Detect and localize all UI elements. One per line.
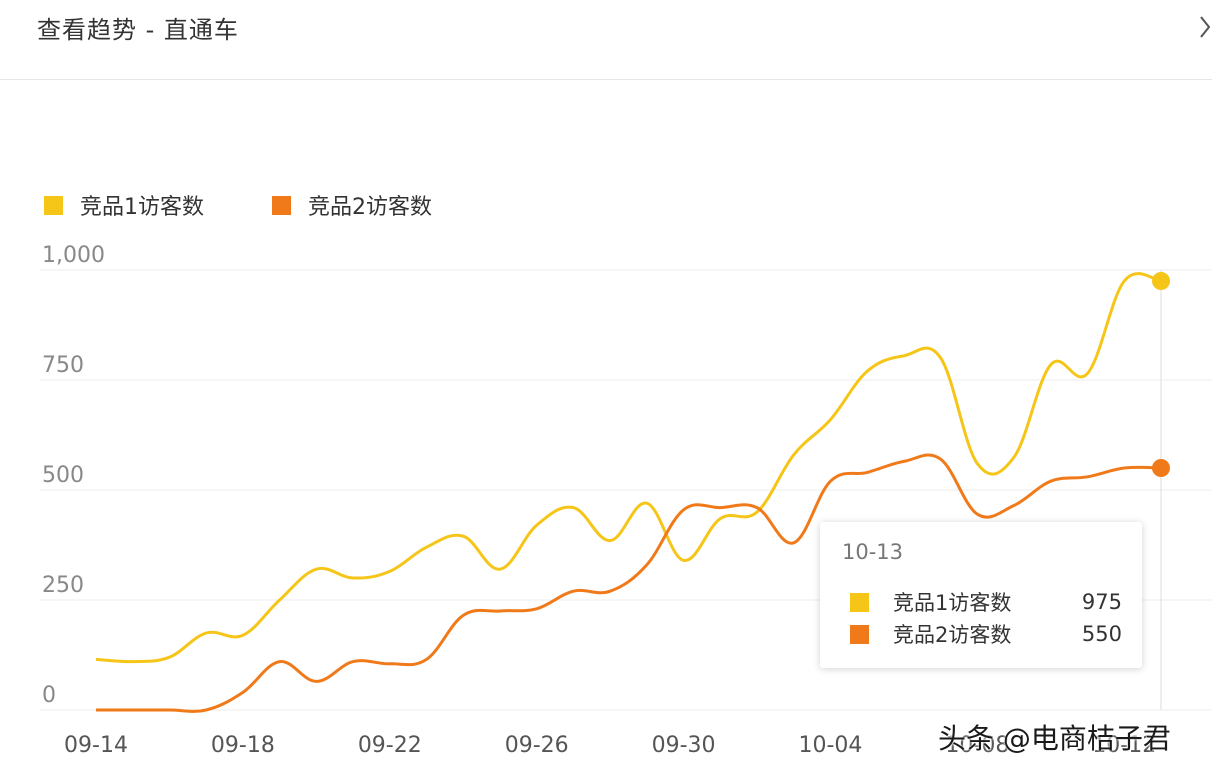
x-tick-labels: 09-14 09-18 09-22 09-26 09-30 10-04 10-08 10-12 (64, 733, 1156, 758)
chart-legend: 竞品1访客数 竞品2访客数 (44, 190, 500, 220)
x-tick-label: 10-08 (945, 733, 1009, 758)
legend-label-series2: 竞品2访客数 (308, 195, 432, 220)
x-tick-label: 09-18 (211, 733, 275, 758)
series-end-points (1152, 272, 1170, 477)
y-tick-label: 500 (42, 463, 84, 488)
x-tick-label: 09-14 (64, 733, 128, 758)
series-point-1[interactable] (1152, 272, 1170, 290)
watermark-text: 头条 @电商桔子君 (938, 722, 1171, 755)
series-line-1 (95, 272, 1162, 664)
tooltip-name-series1: 竞品1访客数 (893, 591, 1012, 615)
tooltip-value-series2: 550 (1081, 622, 1122, 646)
legend-item-series1[interactable]: 竞品1访客数 (44, 189, 204, 221)
tooltip-swatch-series1 (850, 592, 869, 612)
y-tick-label: 0 (42, 683, 56, 708)
tooltip-name-series2: 竞品2访客数 (893, 623, 1012, 647)
x-tick-label: 09-22 (358, 733, 422, 758)
tooltip-row-series2: 竞品2访客数 550 (850, 620, 1122, 648)
tooltip-date: 10-13 (842, 540, 904, 564)
series-point-2[interactable] (1152, 459, 1170, 477)
x-tick-label: 10-04 (799, 733, 863, 758)
dialog-title: 查看趋势 - 直通车 (37, 16, 239, 44)
y-tick-label: 750 (42, 353, 84, 378)
tooltip-row-series1: 竞品1访客数 975 (850, 588, 1122, 616)
chevron-right-icon[interactable] (1198, 14, 1212, 40)
tooltip-value-series1: 975 (1081, 590, 1122, 614)
x-tick-label: 10-12 (1092, 733, 1156, 758)
x-tick-label: 09-30 (652, 733, 716, 758)
y-tick-label: 250 (42, 573, 84, 598)
tooltip-swatch-series2 (850, 624, 869, 644)
legend-label-series1: 竞品1访客数 (80, 195, 204, 220)
y-tick-label: 1,000 (42, 243, 105, 268)
series-line-2 (96, 453, 1162, 713)
series-lines (95, 272, 1162, 713)
dialog-header: 查看趋势 - 直通车 (0, 0, 1212, 80)
legend-swatch-series2 (272, 195, 291, 215)
legend-swatch-series1 (44, 195, 63, 215)
x-tick-label: 09-26 (505, 733, 569, 758)
legend-item-series2[interactable]: 竞品2访客数 (272, 189, 432, 221)
y-tick-labels: 0 250 500 750 1,000 (42, 243, 105, 708)
chart-tooltip: 10-13 竞品1访客数 975 竞品2访客数 550 (820, 522, 1142, 668)
